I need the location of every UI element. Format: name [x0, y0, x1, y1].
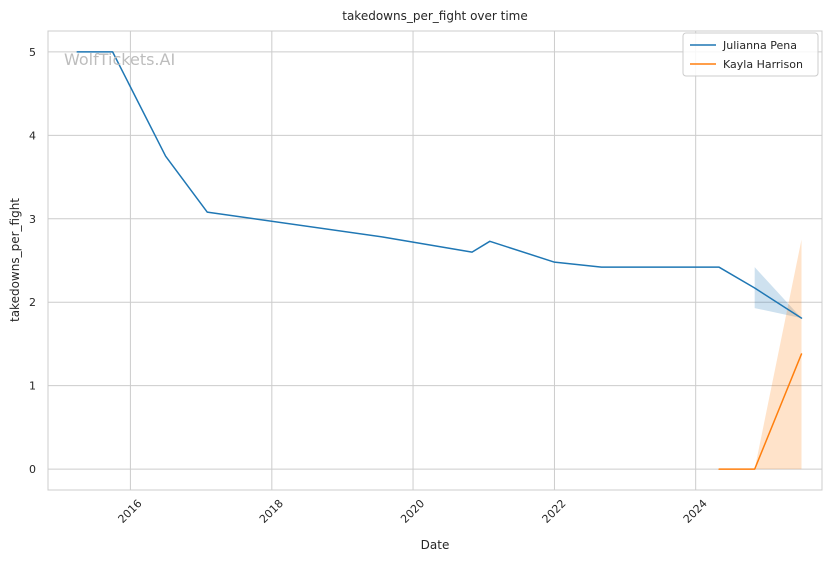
legend-label-kayla-harrison: Kayla Harrison [723, 58, 803, 71]
tick-labels: 0 1 2 3 4 5 2016 2018 2020 2022 2024 [29, 46, 710, 526]
x-tick-label: 2024 [681, 497, 710, 526]
series-lines [76, 51, 803, 470]
y-tick-label: 1 [29, 380, 36, 393]
chart-title: takedowns_per_fight over time [342, 9, 528, 23]
confidence-bands [754, 239, 802, 470]
series-line-julianna-pena [76, 51, 803, 319]
y-tick-label: 2 [29, 296, 36, 309]
x-tick-label: 2016 [116, 497, 145, 526]
confidence-band-kayla-harrison [754, 239, 802, 470]
y-tick-label: 4 [29, 129, 36, 142]
y-tick-label: 0 [29, 463, 36, 476]
legend-label-julianna-pena: Julianna Pena [722, 39, 797, 52]
series-line-kayla-harrison [718, 353, 803, 470]
x-axis-label: Date [421, 538, 450, 552]
y-tick-label: 5 [29, 46, 36, 59]
watermark: WolfTickets.AI [64, 50, 175, 69]
x-tick-label: 2020 [398, 497, 427, 526]
grid [48, 31, 822, 490]
x-tick-label: 2018 [257, 497, 286, 526]
legend-box [682, 32, 819, 77]
legend: Julianna Pena Kayla Harrison [682, 32, 819, 77]
confidence-band-julianna-pena [754, 267, 802, 319]
plot-frame [47, 30, 823, 491]
x-tick-label: 2022 [540, 497, 569, 526]
y-axis-label: takedowns_per_fight [8, 198, 22, 322]
y-tick-label: 3 [29, 213, 36, 226]
axes [47, 30, 823, 491]
